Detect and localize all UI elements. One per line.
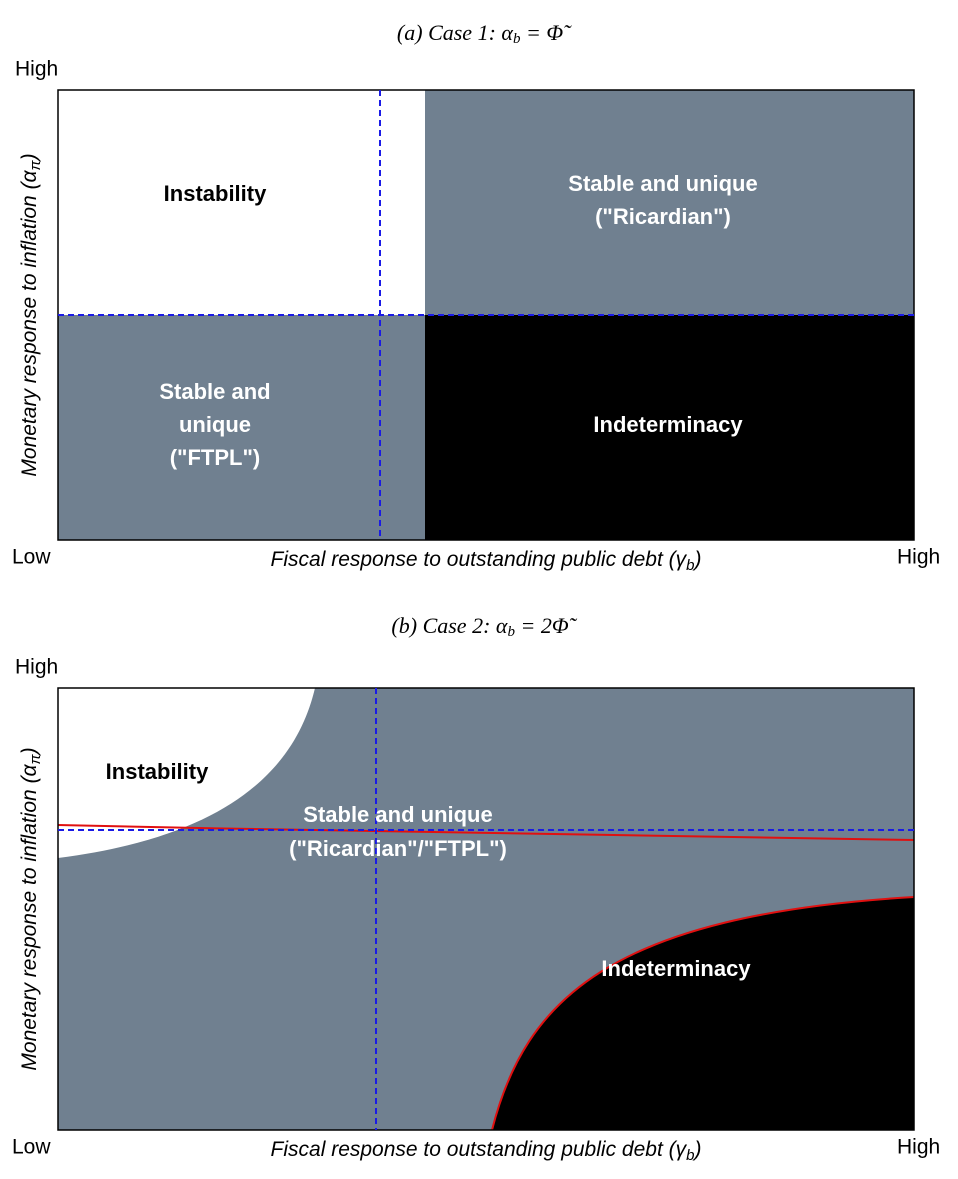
- panel-a: (a) Case 1: αb = Φ̃ High Instability Sta…: [12, 20, 940, 574]
- x-high: High: [897, 1136, 940, 1159]
- region-label: ("FTPL"): [170, 445, 261, 470]
- region-indeterminacy: [425, 315, 914, 540]
- y-axis-label: Monetary response to inflation (απ): [18, 747, 44, 1070]
- region-label: ("Ricardian"/"FTPL"): [289, 836, 507, 861]
- x-high: High: [897, 546, 940, 569]
- region-label: Instability: [164, 181, 267, 206]
- region-ricardian: [425, 90, 914, 315]
- region-label: Instability: [106, 759, 209, 784]
- x-axis-label: Fiscal response to outstanding public de…: [271, 1138, 702, 1164]
- region-ftpl: [58, 315, 425, 540]
- plot-frame: [57, 687, 915, 1131]
- region-label: Stable and unique: [303, 802, 492, 827]
- region-label: unique: [179, 412, 251, 437]
- panel-b: (b) Case 2: αb = 2Φ̃ High Instability St…: [12, 613, 940, 1164]
- y-axis-label: Monetary response to inflation (απ): [18, 153, 44, 476]
- region-instability: [58, 90, 425, 315]
- region-label: Indeterminacy: [601, 956, 751, 981]
- region-instability: [58, 688, 315, 858]
- region-label: ("Ricardian"): [595, 204, 731, 229]
- x-low: Low: [12, 546, 51, 569]
- y-high: High: [15, 58, 58, 81]
- boundary-curve: [57, 824, 915, 841]
- y-high: High: [15, 656, 58, 679]
- x-low: Low: [12, 1136, 51, 1159]
- region-indeterminacy: [492, 897, 914, 1130]
- boundary-curve: [491, 896, 915, 1131]
- region-label: Indeterminacy: [593, 412, 743, 437]
- x-axis-label: Fiscal response to outstanding public de…: [271, 548, 702, 574]
- region-label: Stable and unique: [568, 171, 757, 196]
- panel-title: (a) Case 1: αb = Φ̃: [397, 20, 572, 47]
- region-label: Stable and: [159, 379, 270, 404]
- panel-title: (b) Case 2: αb = 2Φ̃: [391, 613, 577, 640]
